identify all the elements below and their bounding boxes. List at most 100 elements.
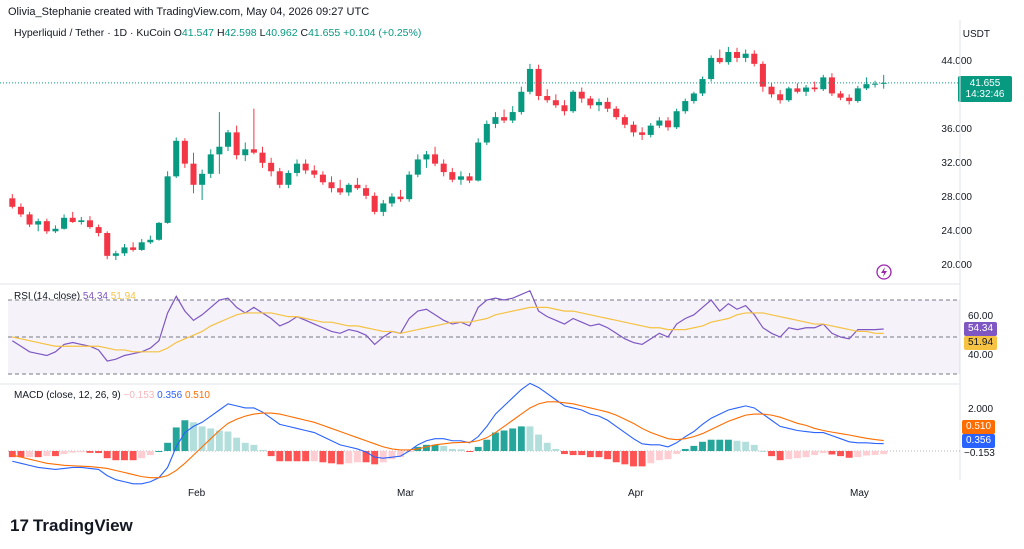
macd-hist-bar <box>43 451 51 457</box>
candle-body <box>380 203 387 212</box>
macd-hist-bar <box>164 442 172 451</box>
close-label: C <box>300 27 309 39</box>
macd-hist-bar <box>621 451 629 465</box>
candle-body <box>475 142 482 181</box>
symbol-name[interactable]: Hyperliquid / Tether · 1D · KuCoin <box>14 27 171 39</box>
macd-hist-bar <box>284 451 292 462</box>
candle-body <box>751 53 758 64</box>
macd-hist-bar <box>310 451 318 462</box>
macd-hist-bar <box>440 445 448 451</box>
macd-hist-bar <box>724 439 732 451</box>
candle-body <box>449 172 456 180</box>
candle-body <box>587 98 594 106</box>
candle-body <box>164 176 171 223</box>
candle-body <box>647 125 654 135</box>
candle-body <box>432 154 439 164</box>
macd-hist-bar <box>172 427 180 451</box>
x-label-feb: Feb <box>188 488 206 499</box>
macd-hist-bar <box>267 451 275 457</box>
macd-hist-bar <box>699 441 706 451</box>
macd-hist-bar <box>466 451 474 452</box>
candle-body <box>181 140 188 164</box>
last-price-value: 41.655 <box>969 78 1001 89</box>
macd-hist-bar <box>259 449 266 451</box>
macd-line <box>12 382 884 485</box>
candle-body <box>250 149 257 153</box>
macd-hist-bar <box>638 451 646 467</box>
rsi-label[interactable]: RSI (14, close) <box>14 291 81 302</box>
candle-body <box>664 120 672 128</box>
macd-hist-bar <box>103 451 111 459</box>
candle-body <box>854 88 861 102</box>
high-label: H <box>216 27 225 39</box>
rsi-value: 54.34 <box>82 291 108 302</box>
low-label: L <box>259 27 266 39</box>
macd-hist-bar <box>647 451 655 464</box>
candle-body <box>578 91 585 99</box>
candle-body <box>544 95 551 101</box>
candle-body <box>337 188 344 193</box>
candle-body <box>276 171 283 185</box>
macd-hist-bar <box>561 451 568 455</box>
candle-body <box>440 163 447 173</box>
candle-body <box>9 198 16 207</box>
candle-body <box>138 242 145 250</box>
macd-label[interactable]: MACD (close, 12, 26, 9) <box>14 390 121 401</box>
candle-body <box>483 123 490 143</box>
candle-body <box>803 87 810 92</box>
macd-hist-bar <box>69 451 77 453</box>
candle-body <box>466 176 473 181</box>
macd-hist-bar <box>690 445 698 451</box>
candle-body <box>259 152 266 163</box>
candle-body <box>112 253 119 256</box>
price-tick: 36.000 <box>941 124 972 135</box>
macd-hist-bar <box>8 451 16 458</box>
candle-body <box>863 84 870 89</box>
tradingview-logo-icon: 17 <box>10 516 29 535</box>
change-value: +0.104 (+0.25%) <box>343 27 422 39</box>
candle-body <box>328 182 335 189</box>
high-value: 42.598 <box>224 27 257 39</box>
macd-hist-bar <box>215 430 223 451</box>
macd-hist-bar <box>811 451 819 456</box>
macd-hist-bar <box>837 451 844 457</box>
last-price-tag: 41.655 14:32:46 <box>958 76 1012 102</box>
rsi-ma-value: 51.94 <box>110 291 136 302</box>
candle-body <box>69 217 76 223</box>
macd-hist-bar <box>336 451 344 465</box>
macd-hist-value: −0.153 <box>123 390 155 401</box>
symbol-legend: Hyperliquid / Tether · 1D · KuCoin O41.5… <box>14 27 421 39</box>
x-label-may: May <box>850 488 869 499</box>
candle-body <box>190 163 197 185</box>
rsi-value-tag: 54.34 <box>964 322 998 336</box>
macd-hist-bar <box>750 444 758 451</box>
candle-body <box>457 176 464 180</box>
price-tick: 44.000 <box>941 56 972 67</box>
candle-body <box>173 140 180 177</box>
candle-body <box>397 196 404 200</box>
macd-hist-bar <box>586 451 594 458</box>
macd-hist-bar <box>793 451 801 459</box>
candle-body <box>552 100 559 106</box>
macd-hist-bar <box>224 431 232 451</box>
macd-signal-value: 0.510 <box>184 390 210 401</box>
candle-body <box>759 63 766 87</box>
candle-body <box>518 91 525 113</box>
candle-body <box>777 94 784 101</box>
macd-hist-bar <box>52 451 59 457</box>
candle-body <box>311 170 318 175</box>
macd-legend: MACD (close, 12, 26, 9) −0.153 0.356 0.5… <box>14 390 210 401</box>
macd-hist-bar <box>759 451 767 452</box>
rsi-ma-tag: 51.94 <box>964 336 998 350</box>
macd-hist-bar <box>233 437 241 451</box>
candle-body <box>768 86 775 95</box>
candle-body <box>423 154 430 160</box>
candle-body <box>880 82 887 84</box>
open-value: 41.547 <box>181 27 215 39</box>
candle-body <box>837 93 844 98</box>
rsi-ma-line <box>12 306 884 353</box>
candle-body <box>406 174 413 200</box>
candle-body <box>742 53 749 58</box>
candle-body <box>639 132 646 135</box>
